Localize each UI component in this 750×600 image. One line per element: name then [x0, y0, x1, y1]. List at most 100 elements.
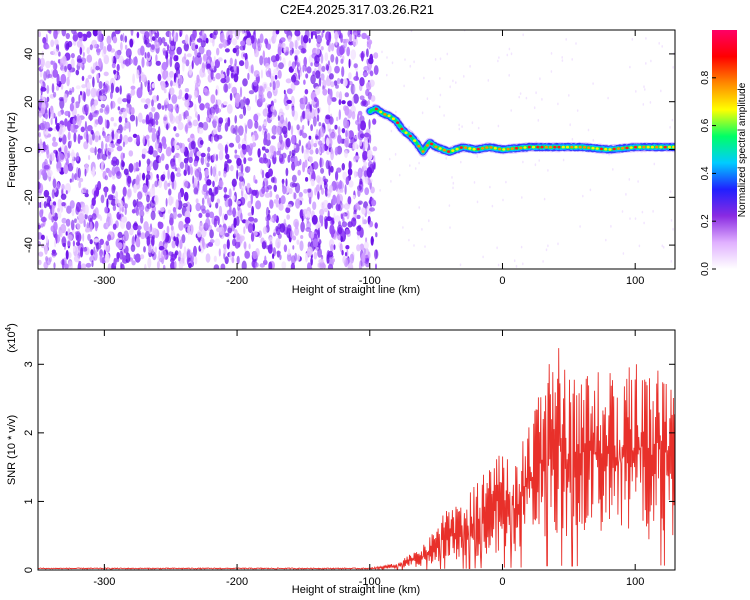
spectrogram-hotspot [570, 145, 574, 149]
spectrogram-noise-mark [303, 56, 308, 67]
spectrogram-noise-mark [218, 43, 223, 49]
spectrogram-hotspot [481, 147, 485, 150]
spectrogram-noise-mark [210, 94, 216, 104]
spectrogram-faint-mark [497, 263, 500, 267]
spectrogram-hotspot [608, 148, 612, 151]
spectrogram-noise-mark [194, 55, 200, 66]
spectrogram-noise-mark [210, 60, 215, 69]
spectrogram-noise-mark [206, 162, 210, 168]
spectrogram-noise-mark [368, 119, 371, 130]
spectrogram-noise-mark [261, 169, 265, 179]
spectrogram-xtick-label: 100 [626, 275, 644, 287]
spectrogram-faint-mark [589, 188, 592, 192]
spectrogram-noise-mark [52, 69, 58, 78]
spectrogram-noise-mark [354, 35, 357, 40]
spectrogram-noise-mark [58, 147, 62, 152]
spectrogram-hotspot [391, 117, 395, 120]
spectrogram-faint-mark [543, 197, 546, 201]
spectrogram-xtick-label: 0 [499, 275, 505, 287]
spectrogram-noise-mark [326, 216, 333, 222]
spectrogram-faint-mark [557, 242, 559, 246]
spectrogram-noise-mark [175, 55, 179, 61]
spectrogram-noise-mark [276, 250, 281, 255]
spectrogram-hotspot [451, 149, 455, 152]
spectrogram-noise-mark [314, 86, 321, 96]
spectrogram-noise-mark [185, 59, 190, 67]
spectrogram-noise-mark [226, 159, 232, 164]
spectrogram-faint-mark [525, 96, 528, 100]
spectrogram-noise-mark [65, 32, 71, 40]
spectrogram-hotspot [387, 114, 391, 118]
spectrogram-noise-mark [270, 177, 275, 183]
spectrogram-noise-mark [122, 126, 127, 131]
spectrogram-faint-mark [410, 30, 413, 33]
spectrogram-noise-mark [130, 107, 135, 116]
spectrogram-noise-mark [296, 124, 300, 131]
spectrogram-faint-mark [458, 127, 461, 131]
spectrogram-noise-mark [332, 194, 337, 206]
spectrogram-noise-mark [66, 205, 72, 214]
snr-ytick-label: 3 [23, 361, 35, 367]
spectrogram-noise-mark [205, 253, 211, 263]
spectrogram-hotspot [455, 147, 459, 151]
spectrogram-noise-mark [85, 106, 88, 114]
spectrogram-noise-mark [318, 122, 322, 127]
spectrogram-faint-mark [645, 62, 647, 65]
spectrogram-noise-mark [273, 150, 277, 158]
spectrogram-hotspot [404, 131, 408, 134]
spectrogram-noise-mark [80, 247, 84, 258]
spectrogram-noise-mark [173, 236, 176, 242]
spectrogram-noise-mark [181, 56, 187, 64]
spectrogram-faint-mark [592, 82, 594, 85]
spectrogram-noise-mark [61, 202, 66, 207]
spectrogram-noise-mark [61, 30, 67, 37]
spectrogram-noise-mark [254, 179, 258, 184]
spectrogram-faint-mark [541, 97, 543, 101]
spectrogram-noise-mark [53, 30, 58, 40]
spectrogram-noise-mark [254, 120, 259, 129]
spectrogram-noise-mark [209, 239, 215, 244]
spectrogram-noise-mark [298, 191, 303, 198]
spectrogram-noise-mark [258, 125, 262, 132]
spectrogram-noise-mark [134, 253, 141, 263]
spectrogram-noise-mark [305, 177, 309, 182]
spectrogram-noise-mark [274, 177, 278, 184]
spectrogram-noise-mark [321, 65, 326, 72]
spectrogram-noise-mark [144, 31, 150, 39]
spectrogram-noise-mark [199, 103, 205, 111]
spectrogram-noise-mark [52, 48, 59, 56]
spectrogram-noise-mark [244, 185, 248, 191]
spectrogram-noise-mark [200, 156, 205, 166]
spectrogram-noise-mark [277, 241, 280, 249]
spectrogram-hotspot [400, 127, 404, 131]
spectrogram-noise-mark [347, 262, 354, 269]
spectrogram-noise-mark [212, 180, 215, 188]
spectrogram-noise-mark [262, 226, 268, 235]
spectrogram-noise-mark [146, 60, 150, 67]
spectrogram-noise-mark [120, 34, 124, 42]
spectrogram-noise-mark [234, 125, 238, 136]
spectrogram-noise-mark [148, 226, 152, 234]
spectrogram-noise-mark [224, 163, 230, 173]
spectrogram-noise-mark [340, 236, 344, 243]
spectrogram-noise-mark [337, 180, 344, 191]
spectrogram-noise-mark [369, 207, 375, 212]
spectrogram-noise-mark [242, 105, 247, 116]
spectrogram-noise-mark [238, 175, 244, 182]
spectrogram-noise-mark [213, 255, 217, 262]
spectrogram-noise-mark [84, 168, 87, 177]
spectrogram-noise-mark [98, 58, 102, 68]
spectrogram-noise-mark [194, 177, 198, 187]
spectrogram-noise-mark [335, 215, 341, 223]
spectrogram-faint-mark [426, 97, 429, 101]
spectrogram-noise-mark [142, 184, 148, 193]
spectrogram-hotspot [413, 139, 417, 142]
spectrogram-noise-mark [285, 178, 288, 187]
spectrogram-noise-mark [312, 201, 317, 210]
snr-xtick-label: 0 [499, 576, 505, 588]
spectrogram-noise-mark [260, 69, 263, 79]
spectrogram-noise-mark [271, 135, 276, 140]
spectrogram-faint-mark [535, 91, 537, 95]
spectrogram-faint-mark [672, 65, 674, 69]
spectrogram-hotspot [633, 145, 638, 149]
